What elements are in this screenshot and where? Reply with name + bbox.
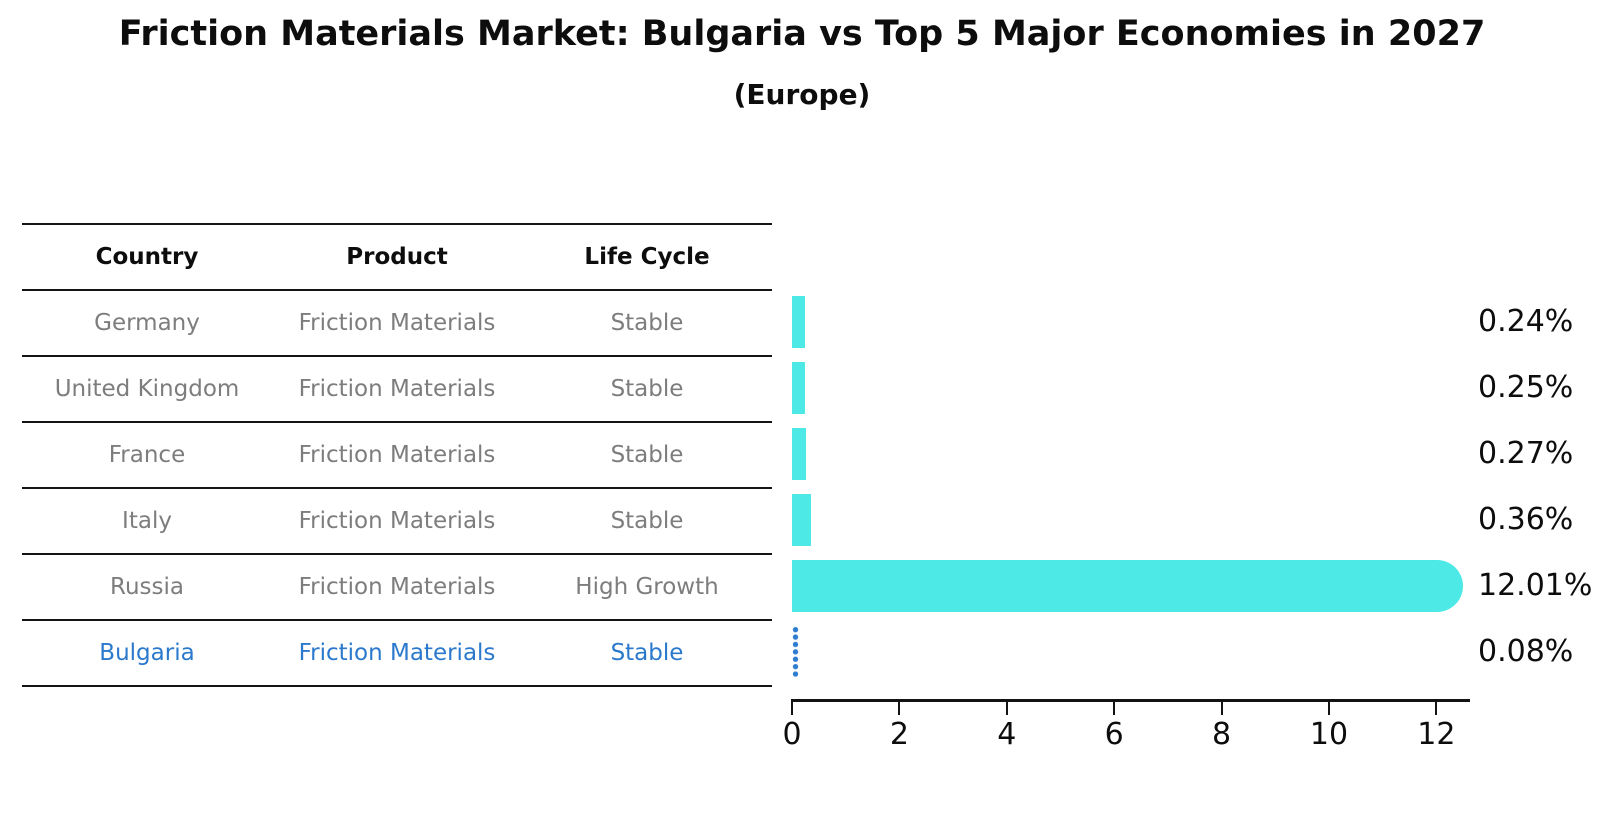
bar-value-label: 0.25% [1478,370,1574,405]
table-row: France Friction Materials Stable [22,423,772,489]
x-tick-label: 0 [782,717,802,752]
table-row: Bulgaria Friction Materials Stable [22,621,772,687]
x-tick [1005,699,1008,715]
cell-product: Friction Materials [298,574,496,600]
bar-italy [792,494,812,546]
bar-united-kingdom [792,362,806,414]
table-header-row: Country Product Life Cycle [22,225,772,291]
cell-country: France [108,442,186,468]
cell-country: United Kingdom [54,376,240,402]
bar-france [792,428,807,480]
bar-russia [792,560,1463,612]
cell-life-cycle: Stable [610,442,684,468]
cell-product: Friction Materials [298,310,496,336]
cell-life-cycle: High Growth [575,574,719,600]
cell-life-cycle: Stable [610,508,684,534]
table-row: Germany Friction Materials Stable [22,291,772,357]
bar-value-label: 0.24% [1478,304,1574,339]
x-tick-label: 10 [1309,717,1349,752]
x-tick [1435,699,1438,715]
bar-bulgaria [792,626,799,678]
x-tick [1328,699,1330,715]
x-tick [898,699,901,715]
x-tick-label: 12 [1417,717,1456,752]
cell-product: Friction Materials [298,508,496,534]
cell-product: Friction Materials [298,376,496,402]
x-axis-line [792,699,1470,702]
bar-value-label: 0.27% [1478,436,1574,471]
cell-life-cycle: Stable [610,376,684,402]
table-row: Italy Friction Materials Stable [22,489,772,555]
header-life-cycle: Life Cycle [584,244,710,270]
country-table: Country Product Life Cycle Germany Frict… [22,223,772,687]
cell-country: Italy [122,508,172,534]
cell-product: Friction Materials [298,640,496,666]
header-country: Country [95,244,199,270]
cell-product: Friction Materials [298,442,496,468]
header-product: Product [346,244,448,270]
cell-country: Germany [94,310,200,336]
cell-life-cycle: Stable [610,310,684,336]
bar-value-label: 0.08% [1478,634,1574,669]
bar-value-label: 0.36% [1478,502,1574,537]
table-row: United Kingdom Friction Materials Stable [22,357,772,423]
cell-life-cycle: Stable [610,640,684,666]
x-tick-label: 8 [1212,717,1232,752]
bar-value-label: 12.01% [1478,568,1593,603]
x-tick [1113,699,1116,715]
bar-germany [792,296,805,348]
chart-title: Friction Materials Market: Bulgaria vs T… [118,14,1486,54]
x-tick-label: 2 [889,717,909,752]
x-tick [791,699,793,715]
cell-country: Russia [110,574,184,600]
cell-country: Bulgaria [99,640,195,666]
chart-subtitle: (Europe) [733,78,871,111]
x-tick-label: 6 [1104,717,1124,752]
x-tick [1220,699,1223,715]
plot-area: 0.24% 0.25% 0.27% 0.36% 12.01% 0.08% 0 2 4 6 8 10 12 [782,289,1604,809]
table-row: Russia Friction Materials High Growth [22,555,772,621]
x-tick-label: 4 [997,717,1017,752]
